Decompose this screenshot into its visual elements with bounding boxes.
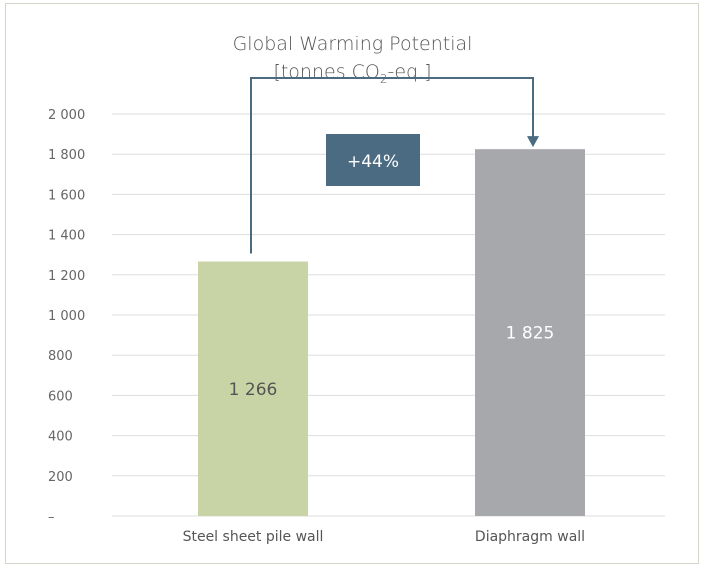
change-badge-label: +44% <box>347 152 399 172</box>
bar <box>198 261 308 516</box>
y-tick-label: – <box>48 510 55 525</box>
bar <box>475 149 585 517</box>
bar-value-label: 1 825 <box>506 324 555 344</box>
y-tick-label: 400 <box>48 430 73 445</box>
change-arrow-line <box>250 77 534 254</box>
chart-title-line1: Global Warming Potential <box>232 33 473 55</box>
x-tick-label: Diaphragm wall <box>475 529 585 545</box>
change-arrow-head <box>527 136 539 148</box>
y-tick-label: 2 000 <box>48 108 85 123</box>
bar-value-label: 1 266 <box>229 380 278 400</box>
y-tick-label: 1 800 <box>48 148 85 163</box>
y-tick-label: 800 <box>48 349 73 364</box>
y-tick-label: 200 <box>48 470 73 485</box>
y-tick-label: 1 200 <box>48 269 85 284</box>
y-tick-label: 1 600 <box>48 188 85 203</box>
chart-title: Global Warming Potential <box>0 33 705 55</box>
change-badge <box>326 134 420 186</box>
x-tick-label: Steel sheet pile wall <box>183 529 324 545</box>
y-tick-label: 1 400 <box>48 229 85 244</box>
y-tick-label: 600 <box>48 389 73 404</box>
y-tick-label: 1 000 <box>48 309 85 324</box>
